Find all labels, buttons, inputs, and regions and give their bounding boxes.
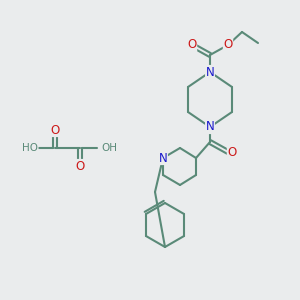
Text: O: O	[50, 124, 60, 136]
Text: N: N	[206, 65, 214, 79]
Text: OH: OH	[101, 143, 117, 153]
Text: N: N	[206, 121, 214, 134]
Text: HO: HO	[22, 143, 38, 153]
Text: O: O	[188, 38, 196, 52]
Text: O: O	[224, 38, 232, 52]
Text: O: O	[75, 160, 85, 172]
Text: O: O	[227, 146, 237, 158]
Text: N: N	[159, 152, 167, 164]
